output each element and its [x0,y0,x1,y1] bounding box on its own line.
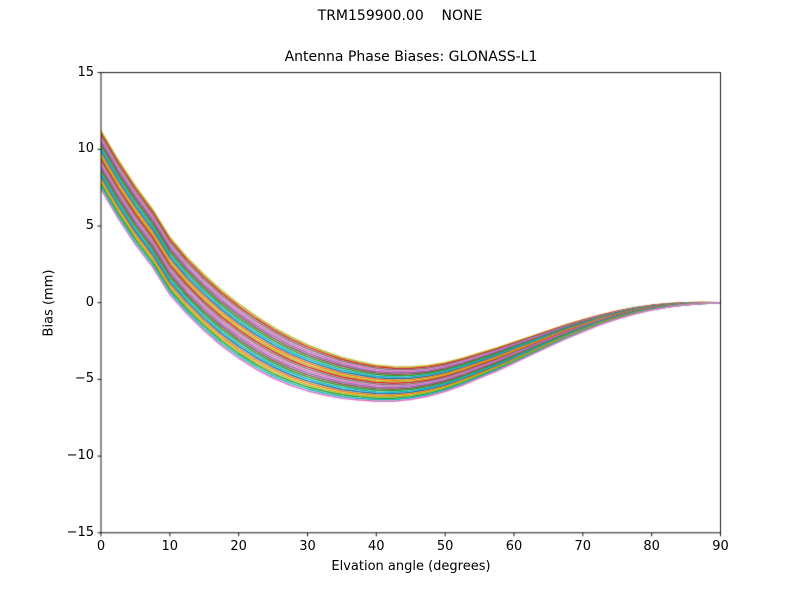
x-tick-label: 70 [574,539,592,554]
x-tick-label: 90 [712,539,729,554]
figure-suptitle: TRM159900.00 NONE [317,8,483,24]
x-tick-label: 10 [161,539,179,554]
y-tick-label: 10 [77,141,94,157]
x-tick-label: 80 [643,539,660,554]
x-tick-label: 50 [436,539,454,554]
y-tick-label: 15 [77,64,94,80]
y-tick-label: −10 [66,448,94,464]
y-tick-label: 0 [85,294,94,310]
chart-title: Antenna Phase Biases: GLONASS-L1 [284,49,538,65]
x-tick-label: 30 [299,539,316,554]
y-tick-label: −5 [74,371,94,387]
y-tick-label: 5 [85,218,94,233]
x-axis-label: Elvation angle (degrees) [331,559,491,574]
x-tick-label: 0 [96,539,106,554]
x-tick-label: 20 [230,539,247,554]
x-tick-label: 40 [368,539,385,554]
x-tick-label: 60 [505,539,523,554]
y-tick-label: −15 [66,524,94,540]
